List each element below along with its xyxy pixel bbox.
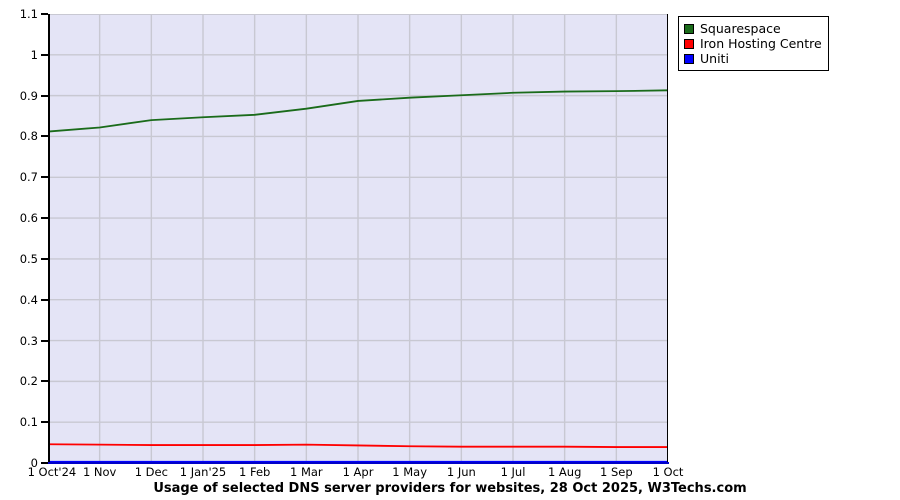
axis-spine-left (48, 14, 50, 464)
y-axis-tick: 1 (0, 48, 48, 62)
legend-color-swatch (684, 23, 694, 34)
axis-spine-bottom (48, 462, 669, 464)
y-axis-tick-mark (41, 339, 48, 342)
y-axis-tick-mark (41, 135, 48, 138)
axis-spine-right (667, 14, 668, 464)
chart-caption: Usage of selected DNS server providers f… (153, 481, 747, 496)
x-axis-tick-label: 1 May (392, 465, 428, 479)
legend-item-label: Iron Hosting Centre (700, 36, 822, 51)
y-axis-tick-label: 0.3 (19, 333, 38, 348)
y-axis-tick: 0.7 (0, 170, 48, 184)
y-axis-tick-label: 0.1 (19, 415, 38, 430)
x-axis-tick: 1 Aug (525, 464, 605, 480)
y-axis-tick-label: 0.5 (19, 251, 38, 266)
x-axis-tick-label: 1 Sep (600, 465, 633, 479)
x-axis-tick: 1 Mar (266, 464, 346, 480)
y-axis-tick-label: 1 (30, 47, 38, 62)
x-axis-tick: 1 Jan'25 (163, 464, 243, 480)
y-axis-tick-mark (41, 421, 48, 424)
y-axis-tick-mark (41, 462, 48, 464)
y-axis-tick: 0.5 (0, 252, 48, 266)
x-axis-tick: 1 May (370, 464, 450, 480)
x-axis-tick-label: 1 Aug (547, 465, 582, 479)
y-axis: 0 0.1 0.2 0.3 0.4 0.5 0.6 0.7 0.8 0.9 1 1.1 (0, 0, 48, 500)
x-axis-tick: 1 Feb (215, 464, 295, 480)
x-axis-tick-label: 1 Jun (446, 465, 476, 479)
x-axis-tick-label: 1 Nov (82, 465, 117, 479)
y-axis-tick-label: 0.8 (19, 129, 38, 144)
y-axis-tick-label: 0.2 (19, 374, 38, 389)
legend-item[interactable]: Uniti (684, 51, 822, 66)
x-axis-tick-label: 1 Oct (652, 465, 684, 479)
x-axis-tick: 1 Dec (111, 464, 191, 480)
x-axis-tick: 1 Oct (628, 464, 708, 480)
x-axis-tick-label: 1 Feb (238, 465, 271, 479)
y-axis-tick-mark (41, 217, 48, 220)
y-axis-tick: 0 (0, 456, 48, 470)
legend-color-swatch (684, 38, 694, 49)
x-axis-tick-label: 1 Apr (342, 465, 374, 479)
chart-legend: Squarespace Iron Hosting Centre Uniti (678, 16, 829, 71)
y-axis-tick-label: 0.7 (19, 170, 38, 185)
axis-spine-top (48, 14, 668, 15)
y-axis-tick-label: 1.1 (19, 7, 38, 21)
legend-item-label: Uniti (700, 51, 729, 66)
x-axis-tick: 1 Jul (473, 464, 553, 480)
y-axis-tick: 0.8 (0, 129, 48, 143)
y-axis-tick-mark (41, 298, 48, 301)
x-axis-tick-label: 1 Mar (289, 465, 323, 479)
y-axis-tick-mark (41, 380, 48, 383)
legend-item[interactable]: Iron Hosting Centre (684, 36, 822, 51)
y-axis-tick: 0.3 (0, 334, 48, 348)
x-axis-tick-label: 1 Dec (134, 465, 168, 479)
y-axis-tick: 0.6 (0, 211, 48, 225)
legend-color-swatch (684, 53, 694, 64)
y-axis-tick: 1.1 (0, 7, 48, 21)
y-axis-tick-label: 0.4 (19, 292, 38, 307)
plot-area (48, 14, 668, 463)
y-axis-tick-label: 0 (30, 456, 38, 470)
y-axis-tick-mark (41, 94, 48, 97)
x-axis-tick: 1 Sep (576, 464, 656, 480)
x-axis-tick-label: 1 Jul (500, 465, 526, 479)
legend-item[interactable]: Squarespace (684, 21, 822, 36)
x-axis: 1 Oct'24 1 Nov 1 Dec 1 Jan'25 1 Feb 1 Mar 1 Ap… (0, 464, 900, 482)
x-axis-tick-label: 1 Jan'25 (179, 465, 227, 479)
y-axis-tick: 0.9 (0, 89, 48, 103)
y-axis-tick-mark (41, 53, 48, 56)
y-axis-tick-mark (41, 13, 48, 15)
y-axis-tick-label: 0.6 (19, 211, 38, 226)
series-line-squarespace (48, 89, 668, 133)
y-axis-tick-label: 0.9 (19, 88, 38, 103)
plot-canvas (48, 14, 668, 463)
legend-item-label: Squarespace (700, 21, 781, 36)
x-axis-tick: 1 Apr (318, 464, 398, 480)
series-line-iron-hosting-centre (48, 443, 668, 448)
x-axis-tick: 1 Jun (421, 464, 501, 480)
y-axis-tick: 0.1 (0, 415, 48, 429)
y-axis-tick-mark (41, 176, 48, 179)
x-axis-tick: 1 Oct'24 (8, 464, 88, 480)
y-axis-tick: 0.4 (0, 293, 48, 307)
x-axis-tick: 1 Nov (60, 464, 140, 480)
y-axis-tick: 0.2 (0, 374, 48, 388)
x-axis-tick-label: 1 Oct'24 (27, 465, 77, 479)
y-axis-tick-mark (41, 257, 48, 260)
